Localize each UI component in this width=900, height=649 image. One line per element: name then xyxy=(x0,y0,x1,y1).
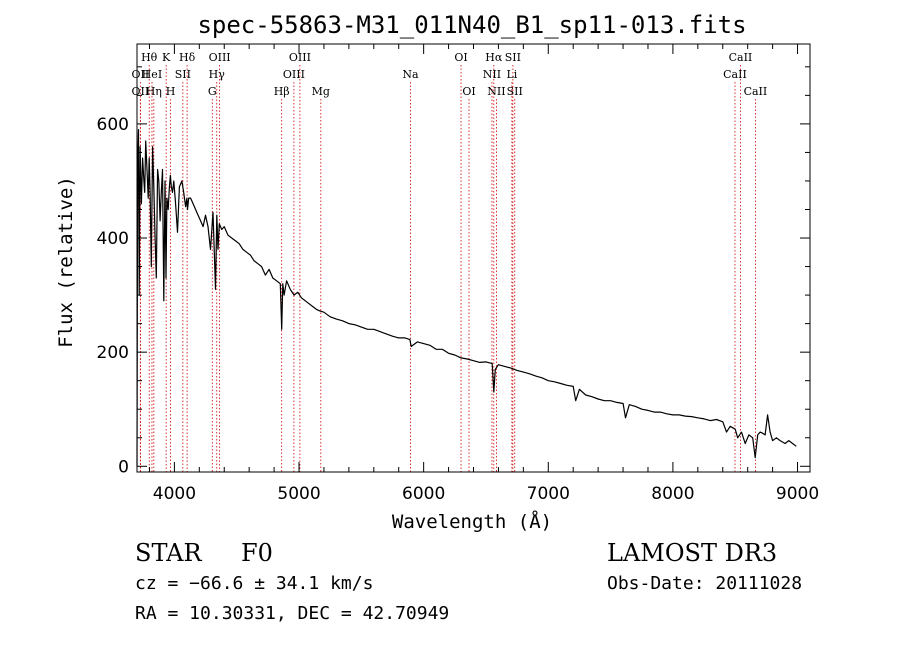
x-axis-label: Wavelength (Å) xyxy=(392,510,552,533)
y-axis-label: Flux (relative) xyxy=(55,176,77,348)
line-marker-label: NII xyxy=(483,68,501,81)
line-marker-label: HeI xyxy=(142,68,162,81)
line-marker-label: Hθ xyxy=(141,51,158,64)
x-tick-label: 6000 xyxy=(402,484,445,504)
line-marker-label: NII xyxy=(487,85,505,98)
plot-frame xyxy=(136,43,811,473)
line-marker-label: OI xyxy=(454,51,467,64)
obs-date: Obs-Date: 20111028 xyxy=(607,573,803,594)
y-axis: 0 200 400 600 xyxy=(97,66,810,477)
line-marker-label: OIII xyxy=(283,68,305,81)
line-marker-label: CaII xyxy=(729,51,753,64)
line-marker-label: CaII xyxy=(723,68,747,81)
line-marker-label: OIII xyxy=(289,51,311,64)
line-marker-label: Hα xyxy=(485,51,503,64)
x-tick-label: 4000 xyxy=(153,484,196,504)
redshift-readout: cz = −66.6 ± 34.1 km/s xyxy=(135,573,374,594)
line-marker-label: CaII xyxy=(744,85,768,98)
line-marker-label: SII xyxy=(505,51,521,64)
survey-name: LAMOST DR3 xyxy=(607,539,778,567)
x-tick-label: 5000 xyxy=(277,484,320,504)
line-marker-label: Na xyxy=(402,68,419,81)
x-tick-label: 7000 xyxy=(527,484,570,504)
y-tick-label: 400 xyxy=(97,229,129,249)
line-marker-label: K xyxy=(162,51,171,64)
line-marker-label: G xyxy=(208,85,217,98)
line-marker-label: OII xyxy=(132,85,150,98)
coordinates: RA = 10.30331, DEC = 42.70949 xyxy=(135,603,450,624)
line-marker-label: Li xyxy=(506,68,517,81)
line-marker-label: H xyxy=(166,85,176,98)
y-tick-label: 0 xyxy=(118,457,129,477)
line-marker-label: Hδ xyxy=(179,51,196,64)
line-marker-label: Hγ xyxy=(209,68,226,81)
line-marker-label: OI xyxy=(462,85,475,98)
chart-title: spec-55863-M31_011N40_B1_sp11-013.fits xyxy=(197,11,746,39)
object-class: STAR xyxy=(135,539,202,567)
line-marker-label: Hη xyxy=(146,85,162,98)
line-marker-label: Hβ xyxy=(274,85,290,98)
line-marker-label: SII xyxy=(175,68,191,81)
spectrum-line xyxy=(136,129,797,467)
line-marker-label: OIII xyxy=(209,51,231,64)
line-marker-label: Mg xyxy=(312,85,330,98)
y-tick-label: 600 xyxy=(97,115,129,135)
x-tick-label: 8000 xyxy=(651,484,694,504)
x-tick-label: 9000 xyxy=(776,484,819,504)
object-subclass: F0 xyxy=(241,539,273,567)
x-axis: 4000 5000 6000 7000 8000 9000 xyxy=(148,44,819,504)
line-marker-label: SII xyxy=(507,85,523,98)
y-tick-label: 200 xyxy=(97,343,129,363)
line-marker-label: OII xyxy=(132,68,150,81)
